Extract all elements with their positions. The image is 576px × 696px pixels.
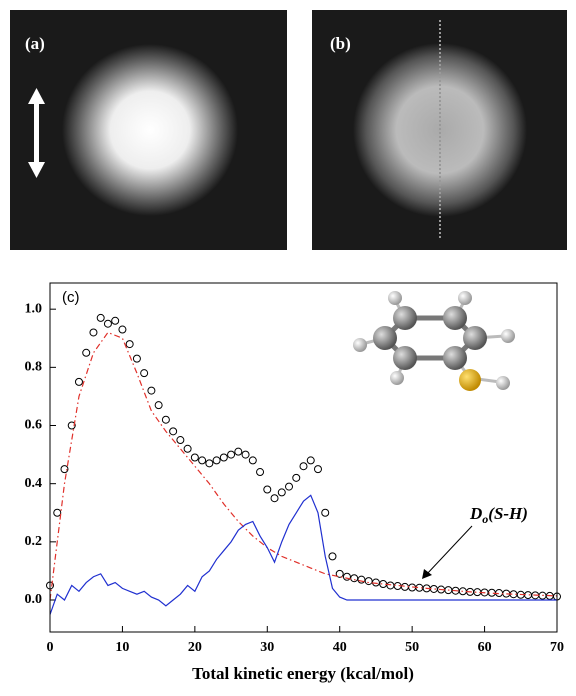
- y-tick-label: 0.6: [25, 418, 43, 433]
- data-point: [53, 508, 62, 517]
- panel-label: (b): [330, 34, 351, 53]
- data-point: [118, 325, 127, 334]
- polarization-arrow: [28, 88, 45, 178]
- data-point: [169, 427, 178, 436]
- data-point: [132, 354, 141, 363]
- data-point: [386, 581, 395, 590]
- data-point: [154, 401, 163, 410]
- panel-label: (c): [62, 289, 80, 306]
- data-point: [60, 465, 69, 474]
- data-point: [74, 377, 83, 386]
- data-point: [306, 456, 315, 465]
- data-point: [219, 453, 228, 462]
- data-point: [364, 577, 373, 586]
- panel-label: (a): [25, 34, 45, 53]
- data-point: [270, 494, 279, 503]
- data-point: [335, 569, 344, 578]
- x-tick-label: 50: [405, 640, 419, 655]
- data-point: [248, 456, 257, 465]
- data-point: [89, 328, 98, 337]
- x-axis-label: Total kinetic energy (kcal/mol): [192, 664, 414, 683]
- data-point: [82, 348, 91, 357]
- data-point: [321, 508, 330, 517]
- annotation-part: (S-H): [488, 504, 528, 523]
- data-point: [205, 459, 214, 468]
- data-point: [241, 450, 250, 459]
- data-point: [147, 386, 156, 395]
- y-tick-label: 0.0: [25, 592, 43, 607]
- data-point: [256, 468, 265, 477]
- x-tick-label: 30: [260, 640, 274, 655]
- x-tick-label: 20: [188, 640, 202, 655]
- y-tick-label: 0.4: [25, 476, 43, 491]
- data-point: [198, 456, 207, 465]
- data-point: [263, 485, 272, 494]
- data-point: [190, 453, 199, 462]
- data-point: [125, 340, 134, 349]
- x-tick-label: 60: [478, 640, 492, 655]
- data-point: [234, 447, 243, 456]
- series-line: [49, 331, 558, 601]
- data-point: [277, 488, 286, 497]
- annotation-part: D: [469, 504, 482, 523]
- data-point: [292, 473, 301, 482]
- data-point: [328, 552, 337, 561]
- data-point: [212, 456, 221, 465]
- data-point: [299, 462, 308, 471]
- annotation-part: o: [482, 512, 488, 526]
- data-point: [140, 369, 149, 378]
- annotation: Do(S-H): [469, 504, 528, 526]
- y-tick-label: 0.8: [25, 360, 43, 375]
- data-point: [313, 465, 322, 474]
- x-tick-label: 0: [47, 640, 54, 655]
- y-tick-label: 0.2: [25, 534, 43, 549]
- data-point: [67, 421, 76, 430]
- data-point: [227, 450, 236, 459]
- data-point: [400, 582, 409, 591]
- data-point: [176, 436, 185, 445]
- plot-frame: [49, 282, 558, 633]
- data-point: [161, 415, 170, 424]
- data-point: [103, 319, 112, 328]
- series-line: [49, 494, 557, 615]
- y-tick-label: 1.0: [25, 301, 43, 316]
- plot: 0 10 20 30 40 50 60 70 0.0 0.2 0.4 0.6 0.8 1.0: [25, 301, 565, 655]
- x-tick-label: 40: [333, 640, 347, 655]
- data-point: [96, 313, 105, 322]
- data-point: [285, 482, 294, 491]
- x-tick-label: 10: [115, 640, 129, 655]
- data-point: [183, 444, 192, 453]
- molecule: [353, 291, 515, 391]
- x-tick-label: 70: [550, 640, 564, 655]
- data-point: [111, 316, 120, 325]
- annotation-arrow: [422, 525, 473, 579]
- image-a-spot: [62, 44, 238, 216]
- data-point: [350, 574, 359, 583]
